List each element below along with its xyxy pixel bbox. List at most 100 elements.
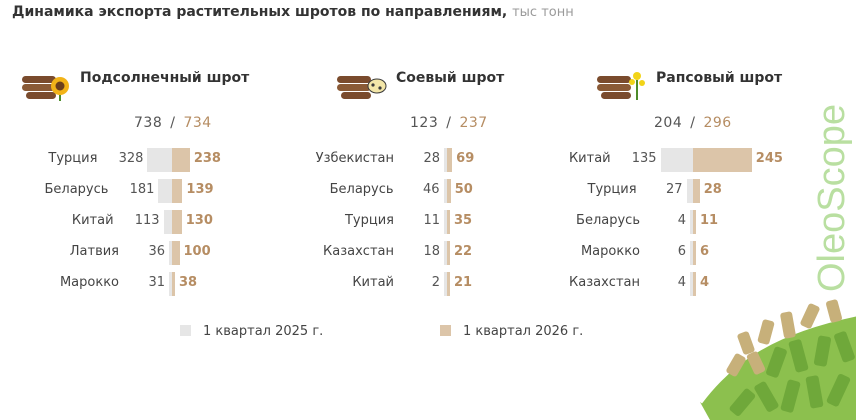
bar-2025 (690, 210, 693, 234)
category-label: Марокко (59, 275, 119, 290)
bar-2026 (172, 210, 182, 234)
panel-totals: 738 / 734 (134, 115, 212, 131)
bar-2025 (444, 148, 447, 172)
bar-2025 (686, 179, 693, 203)
bar-2026 (172, 148, 190, 172)
legend-label-2026: 1 квартал 2026 г. (463, 324, 584, 339)
bar-2025 (660, 148, 693, 172)
bar-row: 11 35 Турция (280, 210, 560, 234)
logs-rapeseed-icon (595, 66, 651, 100)
legend-swatch-2026 (440, 325, 451, 336)
bar-row: 31 38 Марокко (10, 272, 290, 296)
category-label: Беларусь (576, 213, 640, 228)
bar-row: 181 139 Беларусь (10, 179, 290, 203)
bar-2026 (693, 272, 696, 296)
pellets-image (700, 299, 856, 420)
category-label: Турция (587, 182, 637, 197)
bar-row: 135 245 Китай (540, 148, 820, 172)
bar-2025 (158, 179, 172, 203)
bar-2025 (444, 241, 447, 265)
totals-separator: / (690, 115, 696, 131)
bar-2026 (693, 179, 700, 203)
value-2026: 4 (700, 275, 710, 290)
bar-row: 2 21 Китай (280, 272, 560, 296)
value-2025: 6 (677, 244, 686, 259)
value-2025: 328 (118, 151, 144, 166)
value-2026: 22 (454, 244, 473, 259)
bar-2025 (690, 241, 693, 265)
category-label: Турция (48, 151, 98, 166)
logs-soybean-icon (335, 66, 391, 100)
value-2025: 46 (423, 182, 440, 197)
value-2026: 21 (454, 275, 473, 290)
bar-row: 36 100 Латвия (10, 241, 290, 265)
value-2025: 135 (631, 151, 657, 166)
value-2025: 4 (677, 213, 686, 228)
value-2026: 130 (185, 213, 213, 228)
bar-2026 (447, 241, 450, 265)
panel-totals: 123 / 237 (410, 115, 488, 131)
value-2026: 69 (456, 151, 475, 166)
value-2025: 4 (677, 275, 686, 290)
value-2026: 11 (700, 213, 719, 228)
value-2026: 28 (703, 182, 722, 197)
totals-separator: / (170, 115, 176, 131)
bar-2026 (447, 272, 450, 296)
panel-title: Рапсовый шрот (656, 70, 783, 86)
value-2025: 113 (134, 213, 160, 228)
bar-2026 (172, 272, 175, 296)
oleoscope-logo: OleoScope (811, 104, 853, 292)
legend-label-2025: 1 квартал 2025 г. (203, 324, 324, 339)
bar-row: 27 28 Турция (540, 179, 820, 203)
bar-2025 (444, 210, 447, 234)
bar-2026 (447, 148, 453, 172)
bar-row: 46 50 Беларусь (280, 179, 560, 203)
category-label: Турция (344, 213, 394, 228)
logs-sunflower-icon (20, 66, 76, 101)
bar-2026 (693, 148, 752, 172)
category-label: Казахстан (569, 275, 640, 290)
total-2026: 237 (459, 115, 488, 131)
value-2025: 31 (148, 275, 165, 290)
bar-2026 (693, 241, 696, 265)
value-2025: 28 (423, 151, 440, 166)
total-2025: 123 (410, 115, 439, 131)
value-2026: 6 (700, 244, 710, 259)
category-label: Узбекистан (315, 151, 394, 166)
category-label: Казахстан (323, 244, 394, 259)
bar-2026 (693, 210, 696, 234)
total-2026: 734 (183, 115, 212, 131)
panel-title: Подсолнечный шрот (80, 70, 250, 86)
chart-panel-1: Подсолнечный шрот 738/734 328 238 Турция 181 1… (10, 60, 290, 310)
bar-2025 (147, 148, 172, 172)
value-2025: 181 (129, 182, 155, 197)
panel-title: Соевый шрот (396, 70, 505, 86)
bar-2025 (444, 272, 447, 296)
legend-item-2026: 1 квартал 2026 г. (440, 324, 583, 339)
category-label: Беларусь (329, 182, 394, 197)
totals-separator: / (446, 115, 452, 131)
bar-row: 18 22 Казахстан (280, 241, 560, 265)
chart-title-text: Динамика экспорта растительных шротов по… (12, 4, 508, 20)
chart-unit: тыс тонн (512, 5, 574, 20)
bar-2026 (172, 179, 183, 203)
brand-text: OleoScope (811, 104, 853, 292)
value-2025: 36 (148, 244, 165, 259)
bar-row: 4 11 Беларусь (540, 210, 820, 234)
panel-totals: 204 / 296 (654, 115, 732, 131)
category-label: Латвия (69, 244, 119, 259)
legend-swatch-2025 (180, 325, 191, 336)
value-2026: 238 (193, 151, 221, 166)
category-label: Беларусь (44, 182, 109, 197)
chart-panel-2: Соевый шрот 123 / 237 28 69 Узбекистан 46 50 Бела… (280, 60, 560, 310)
value-2026: 38 (179, 275, 198, 290)
bar-2025 (169, 272, 172, 296)
bar-2026 (447, 210, 450, 234)
value-2025: 2 (431, 275, 440, 290)
value-2026: 100 (183, 244, 211, 259)
bar-2026 (172, 241, 180, 265)
bar-row: 4 4 Казахстан (540, 272, 820, 296)
chart-title: Динамика экспорта растительных шротов по… (12, 4, 574, 20)
bar-2025 (169, 241, 172, 265)
value-2026: 245 (755, 151, 783, 166)
